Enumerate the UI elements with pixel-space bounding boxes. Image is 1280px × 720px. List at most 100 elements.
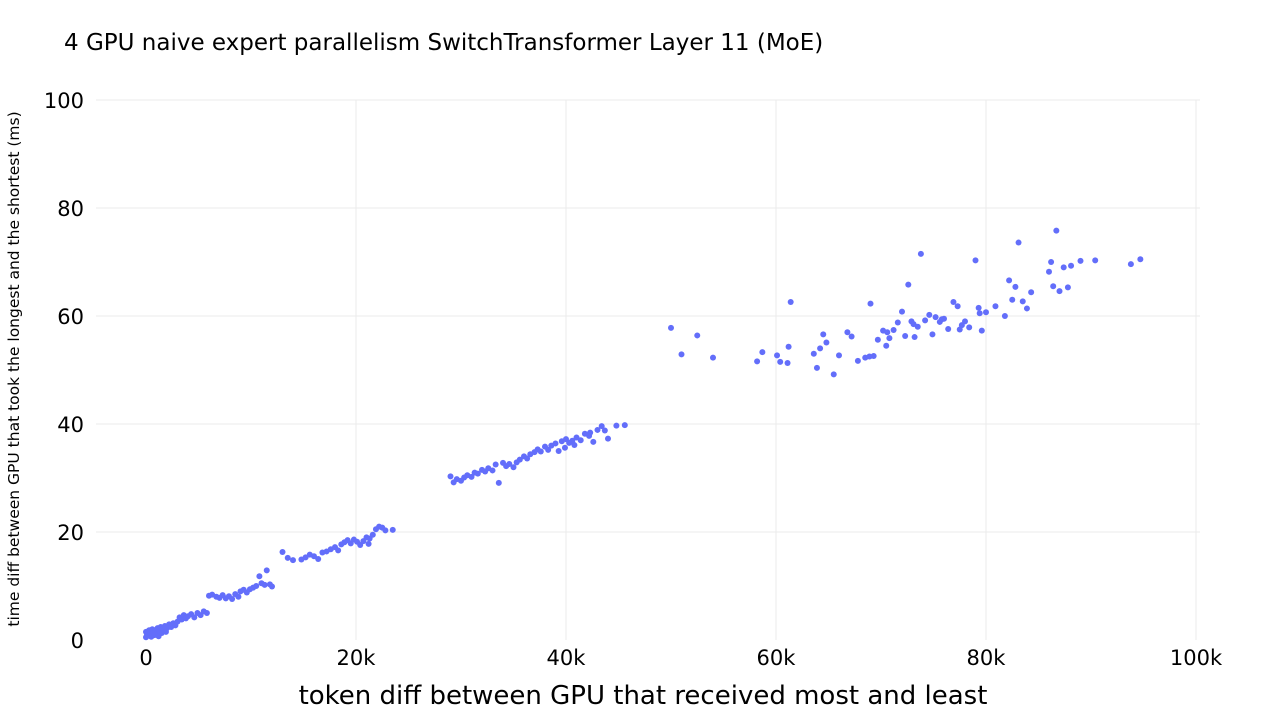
data-point — [335, 547, 342, 554]
data-point — [983, 309, 989, 316]
y-tick-label: 100 — [44, 89, 84, 113]
data-point — [1046, 268, 1052, 275]
data-point — [613, 422, 620, 429]
data-point — [945, 325, 952, 332]
data-point — [911, 334, 918, 341]
data-point — [976, 310, 983, 317]
data-point — [1060, 264, 1067, 271]
data-point — [787, 298, 794, 305]
data-point — [1019, 298, 1026, 305]
data-point — [510, 464, 517, 471]
data-point — [269, 583, 275, 590]
data-point — [594, 426, 601, 433]
data-point — [810, 350, 817, 357]
data-point — [545, 446, 552, 453]
data-point — [830, 371, 837, 378]
data-point — [932, 314, 939, 321]
data-point — [284, 554, 291, 561]
data-point — [884, 329, 891, 336]
data-point — [883, 342, 890, 349]
data-point — [902, 332, 909, 339]
x-tick-label: 0 — [139, 646, 152, 670]
data-point — [235, 593, 242, 600]
data-point — [938, 316, 945, 323]
data-point — [774, 352, 781, 359]
data-point — [571, 442, 578, 449]
data-point — [854, 357, 861, 364]
data-point — [382, 527, 389, 534]
data-point — [962, 318, 968, 325]
x-tick-label: 100k — [1170, 646, 1223, 670]
data-point — [890, 327, 897, 334]
data-point — [555, 448, 562, 454]
data-point — [874, 336, 881, 343]
data-point — [598, 423, 605, 430]
data-point — [922, 317, 929, 324]
data-point — [992, 303, 999, 310]
data-point — [447, 473, 454, 480]
data-point — [1015, 239, 1022, 246]
data-point — [1012, 283, 1019, 290]
data-point — [823, 339, 830, 346]
data-point — [910, 321, 917, 328]
data-points — [143, 227, 1144, 641]
data-point — [253, 583, 260, 589]
data-point — [1053, 227, 1060, 234]
data-point — [1050, 283, 1057, 290]
data-point — [590, 438, 597, 445]
data-point — [1001, 313, 1008, 319]
data-point — [263, 567, 270, 574]
data-point — [820, 331, 827, 338]
data-point — [1048, 259, 1055, 265]
data-point — [495, 479, 502, 486]
data-point — [926, 311, 933, 318]
data-point — [468, 473, 475, 480]
data-point — [516, 456, 523, 463]
data-point — [1068, 262, 1075, 269]
data-point — [1056, 288, 1063, 295]
data-point — [524, 455, 531, 462]
data-point — [694, 332, 701, 339]
data-point — [668, 324, 674, 331]
data-point — [601, 427, 608, 434]
x-axis-label: token diff between GPU that received mos… — [299, 681, 988, 711]
data-point — [365, 540, 372, 547]
data-point — [848, 333, 855, 340]
data-point — [577, 437, 584, 444]
data-point — [506, 460, 513, 467]
data-point — [1137, 256, 1144, 263]
data-point — [954, 303, 961, 310]
x-tick-label: 40k — [547, 646, 587, 670]
data-point — [836, 352, 842, 359]
data-point — [290, 557, 296, 564]
y-tick-label: 20 — [57, 521, 84, 545]
data-point — [886, 335, 893, 342]
data-point — [899, 308, 905, 315]
data-point — [369, 531, 376, 538]
data-point — [678, 351, 685, 358]
x-axis-ticks: 0 20k 40k 60k 80k 100k — [139, 646, 1223, 670]
data-point — [1009, 296, 1016, 303]
data-point — [474, 470, 481, 477]
data-point — [813, 364, 820, 371]
data-point — [315, 556, 322, 562]
data-point — [279, 548, 286, 555]
data-point — [261, 581, 268, 588]
data-point — [1077, 257, 1084, 264]
data-point — [866, 353, 873, 360]
data-point — [389, 526, 396, 533]
data-point — [256, 573, 263, 580]
data-point — [552, 440, 559, 447]
data-point — [203, 610, 210, 616]
x-tick-label: 60k — [757, 646, 797, 670]
data-point — [917, 250, 924, 257]
data-point — [191, 614, 198, 621]
data-point — [759, 349, 766, 356]
data-point — [229, 595, 236, 602]
data-point — [929, 331, 936, 338]
data-point — [537, 448, 544, 455]
data-point — [785, 343, 792, 350]
data-point — [754, 358, 761, 365]
x-tick-label: 80k — [967, 646, 1007, 670]
